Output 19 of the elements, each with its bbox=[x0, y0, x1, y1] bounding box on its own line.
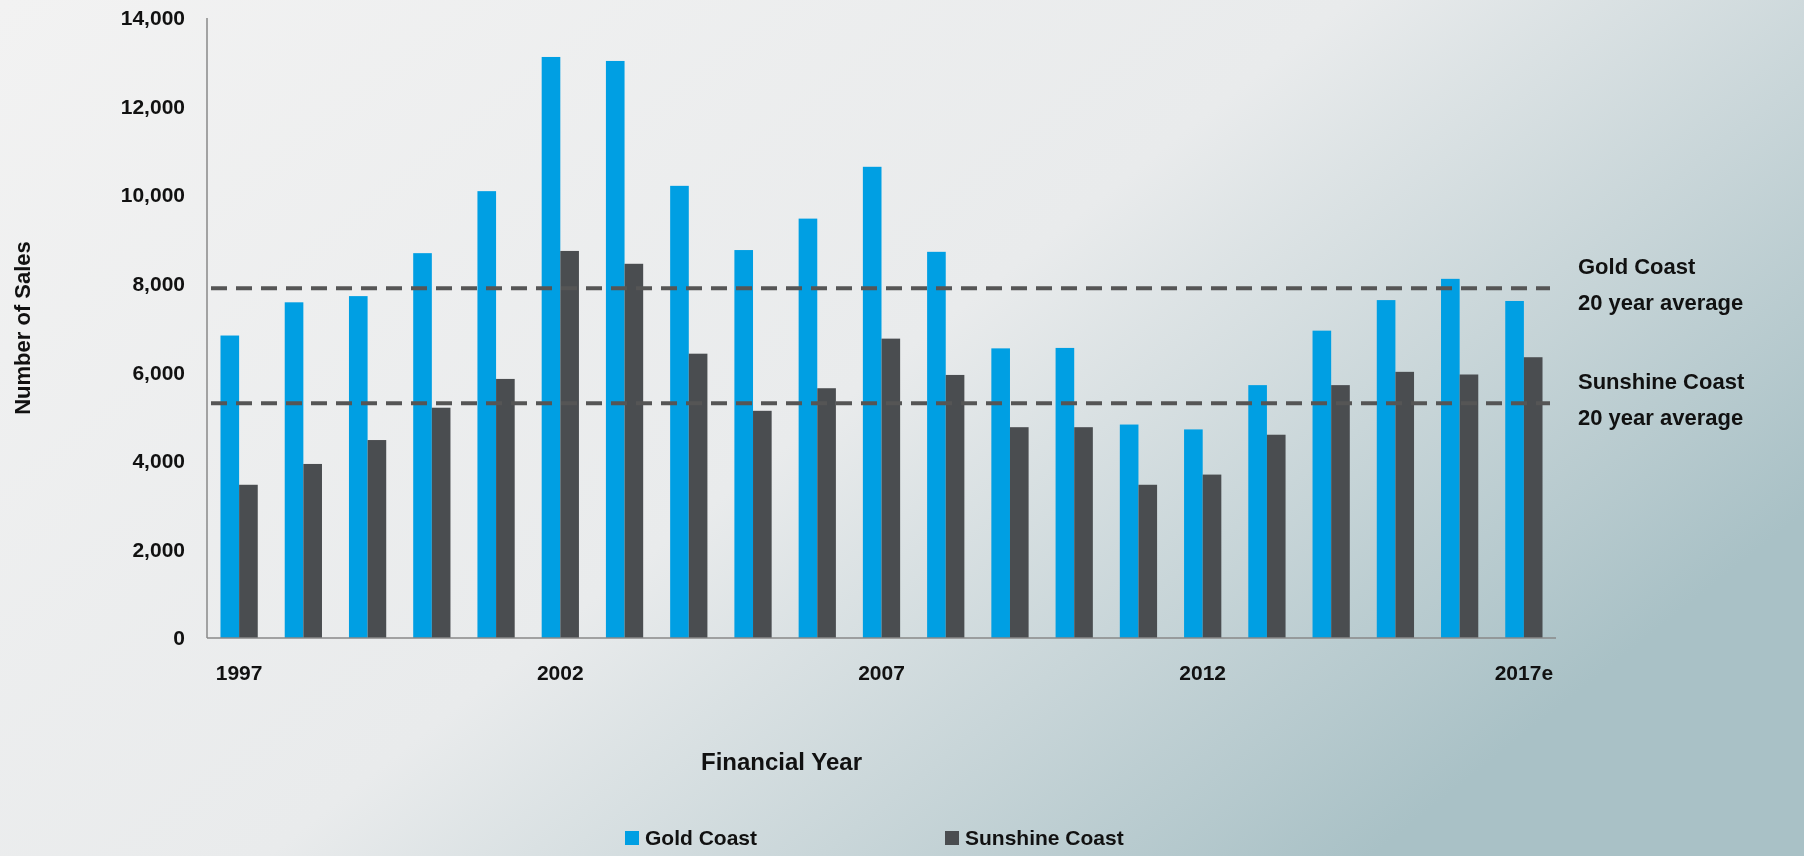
ref-line-label: Gold Coast 20 year average bbox=[1578, 254, 1744, 316]
y-tick-label: 14,000 bbox=[120, 6, 185, 30]
x-tick-label: 1997 bbox=[215, 661, 263, 684]
y-axis-title: Number of Sales bbox=[10, 241, 35, 415]
x-axis-title: Financial Year bbox=[701, 748, 862, 775]
y-tick-label: 2,000 bbox=[132, 537, 185, 561]
y-tick-label: 10,000 bbox=[120, 183, 185, 207]
y-tick-label: 12,000 bbox=[120, 94, 185, 118]
y-tick-label: 4,000 bbox=[132, 449, 185, 473]
legend-label: Sunshine Coast bbox=[965, 826, 1124, 849]
x-tick-label: 2002 bbox=[536, 661, 584, 684]
ref-line-label: Sunshine Coast 20 year average bbox=[1578, 369, 1745, 431]
x-tick-label: 2012 bbox=[1179, 661, 1227, 684]
y-tick-label: 8,000 bbox=[132, 272, 185, 296]
x-tick-label: 2007 bbox=[858, 661, 905, 684]
x-tick-label: 2017e bbox=[1494, 661, 1554, 684]
legend-label: Gold Coast bbox=[645, 826, 758, 849]
y-tick-label: 0 bbox=[173, 626, 185, 650]
y-tick-label: 6,000 bbox=[132, 360, 185, 384]
